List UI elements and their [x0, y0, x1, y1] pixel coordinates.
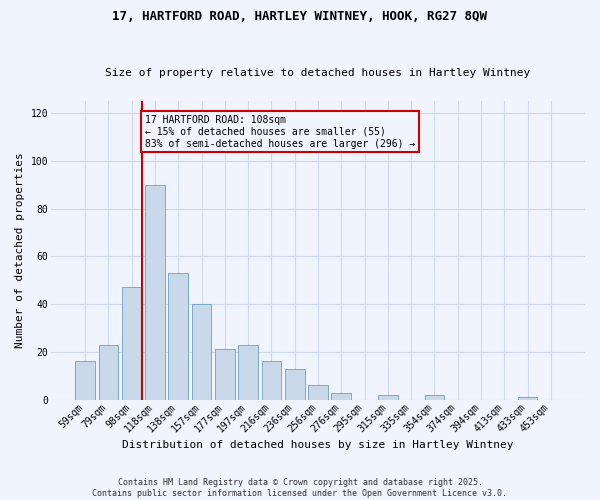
Bar	[425, 395, 445, 400]
Bar	[308, 386, 328, 400]
Bar	[75, 362, 95, 400]
Bar	[378, 395, 398, 400]
Bar	[122, 288, 142, 400]
Text: 17 HARTFORD ROAD: 108sqm
← 15% of detached houses are smaller (55)
83% of semi-d: 17 HARTFORD ROAD: 108sqm ← 15% of detach…	[145, 116, 415, 148]
Y-axis label: Number of detached properties: Number of detached properties	[15, 152, 25, 348]
Bar	[285, 368, 305, 400]
Bar	[215, 350, 235, 400]
Title: Size of property relative to detached houses in Hartley Wintney: Size of property relative to detached ho…	[106, 68, 530, 78]
Bar	[238, 344, 258, 400]
Bar	[518, 398, 538, 400]
Bar	[145, 184, 165, 400]
Bar	[331, 392, 351, 400]
Bar	[262, 362, 281, 400]
X-axis label: Distribution of detached houses by size in Hartley Wintney: Distribution of detached houses by size …	[122, 440, 514, 450]
Text: 17, HARTFORD ROAD, HARTLEY WINTNEY, HOOK, RG27 8QW: 17, HARTFORD ROAD, HARTLEY WINTNEY, HOOK…	[113, 10, 487, 23]
Text: Contains HM Land Registry data © Crown copyright and database right 2025.
Contai: Contains HM Land Registry data © Crown c…	[92, 478, 508, 498]
Bar	[169, 273, 188, 400]
Bar	[191, 304, 211, 400]
Bar	[98, 344, 118, 400]
